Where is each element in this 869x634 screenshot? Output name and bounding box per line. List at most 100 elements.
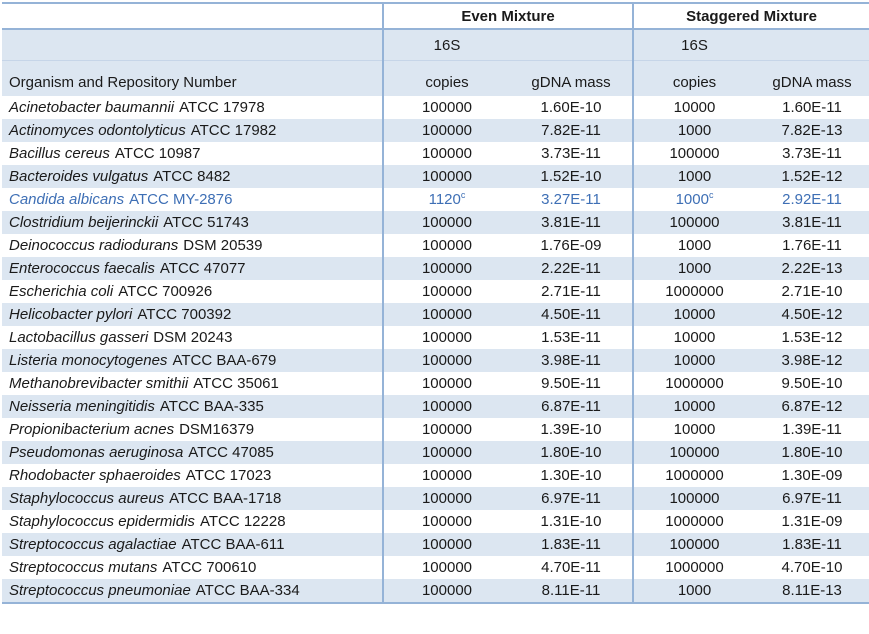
even-gdna-cell: 1.30E-10 xyxy=(540,467,602,484)
staggered-gdna-cell: 1.31E-09 xyxy=(781,513,843,530)
table-row: Escherichia coli ATCC 700926 100000 2.71E… xyxy=(2,280,869,303)
staggered-gdna-cell: 9.50E-10 xyxy=(781,375,843,392)
repository-number: ATCC 8482 xyxy=(153,168,231,185)
organism-column-header: Organism and Repository Number xyxy=(2,60,383,96)
staggered-copies-cell: 100000 xyxy=(632,142,755,165)
organism-name: Acinetobacter baumannii xyxy=(9,99,175,116)
subheader-blank xyxy=(2,29,383,61)
even-gdna-header: gDNA mass xyxy=(510,60,633,96)
repository-number: ATCC BAA-611 xyxy=(181,536,285,553)
even-gdna-cell: 1.52E-10 xyxy=(510,165,633,188)
organism-cell: Propionibacterium acnes DSM16379 xyxy=(2,418,383,441)
even-gdna-cell: 4.50E-11 xyxy=(510,303,633,326)
staggered-gdna-header: gDNA mass xyxy=(755,60,869,96)
staggered-copies-cell: 1000 xyxy=(632,119,755,142)
staggered-copies-cell: 1000000 xyxy=(632,372,755,395)
even-copies-cell: 100000 xyxy=(382,441,510,464)
staggered-gdna-cell: 1.76E-11 xyxy=(782,237,842,254)
staggered-gdna-cell: 7.82E-13 xyxy=(755,119,869,142)
table-row: Methanobrevibacter smithii ATCC 35061 100… xyxy=(2,372,869,395)
staggered-copies-cell: 10000 xyxy=(632,96,755,119)
table-row: Streptococcus mutans ATCC 700610 100000 4… xyxy=(2,556,869,579)
table-row: Acinetobacter baumannii ATCC 17978 100000… xyxy=(2,96,869,119)
table-row: Enterococcus faecalis ATCC 47077 100000 2… xyxy=(2,257,869,280)
staggered-gdna-cell: 3.73E-11 xyxy=(782,145,842,162)
organism-name: Deinococcus radiodurans xyxy=(9,237,179,254)
staggered-16s-label: 16S xyxy=(632,29,755,61)
staggered-gdna-cell: 1.52E-12 xyxy=(755,165,869,188)
table-row: Clostridium beijerinckii ATCC 51743 10000… xyxy=(2,211,869,234)
organism-header-blank xyxy=(2,3,383,30)
repository-number: ATCC 35061 xyxy=(193,375,279,392)
repository-number: ATCC 700926 xyxy=(118,283,213,300)
even-gdna-cell: 1.76E-09 xyxy=(540,237,602,254)
organism-cell: Candida albicans ATCC MY-2876 xyxy=(2,188,383,211)
organism-name: Staphylococcus aureus xyxy=(9,490,165,507)
even-gdna-cell: 2.71E-11 xyxy=(541,283,601,300)
even-gdna-cell: 6.97E-11 xyxy=(510,487,633,510)
organism-cell: Enterococcus faecalis ATCC 47077 xyxy=(2,257,383,280)
even-copies-cell: 100000 xyxy=(382,418,510,441)
organism-name: Staphylococcus epidermidis xyxy=(9,513,195,530)
organism-name: Enterococcus faecalis xyxy=(9,260,155,277)
staggered-copies-cell: 10000 xyxy=(632,349,755,372)
organism-name: Candida albicans xyxy=(9,191,125,208)
organism-cell: Streptococcus mutans ATCC 700610 xyxy=(2,556,383,579)
staggered-gdna-cell: 2.71E-10 xyxy=(781,283,843,300)
mock-community-table: Even Mixture Staggered Mixture 16S 16S O… xyxy=(2,2,869,604)
organism-cell: Streptococcus pneumoniae ATCC BAA-334 xyxy=(2,579,383,604)
staggered-copies-cell: 100000 xyxy=(632,533,755,556)
even-copies-cell: 100000 xyxy=(382,579,510,604)
organism-name: Clostridium beijerinckii xyxy=(9,214,159,231)
even-copies-cell: 100000 xyxy=(382,510,510,533)
even-copies-cell: 100000 xyxy=(382,533,510,556)
even-gdna-cell: 7.82E-11 xyxy=(510,119,633,142)
even-copies-cell: 100000 xyxy=(382,96,510,119)
organism-name: Streptococcus mutans xyxy=(9,559,158,576)
organism-name: Actinomyces odontolyticus xyxy=(9,122,186,139)
repository-number: ATCC 47085 xyxy=(188,444,274,461)
organism-name: Listeria monocytogenes xyxy=(9,352,168,369)
even-copies-cell: 100000 xyxy=(382,211,510,234)
staggered-gdna-cell: 8.11E-13 xyxy=(755,579,869,604)
repository-number: ATCC BAA-679 xyxy=(172,352,277,369)
staggered-copies-cell: 100000 xyxy=(632,441,755,464)
organism-name: Streptococcus agalactiae xyxy=(9,536,177,553)
staggered-copies-cell: 1000000 xyxy=(632,556,755,579)
even-copies-cell: 100000 xyxy=(382,326,510,349)
organism-cell: Acinetobacter baumannii ATCC 17978 xyxy=(2,96,383,119)
even-gdna-cell: 1.83E-11 xyxy=(510,533,633,556)
even-copies-cell: 100000 xyxy=(382,464,510,487)
table-row: Propionibacterium acnes DSM16379 100000 1… xyxy=(2,418,869,441)
organism-name: Propionibacterium acnes xyxy=(9,421,175,438)
even-gdna-cell: 1.60E-10 xyxy=(540,99,602,116)
repository-number: DSM 20539 xyxy=(183,237,263,254)
staggered-copies-cell: 10000 xyxy=(632,303,755,326)
repository-number: ATCC 51743 xyxy=(163,214,249,231)
organism-name: Rhodobacter sphaeroides xyxy=(9,467,181,484)
staggered-copies-header: copies xyxy=(632,60,755,96)
even-gdna-cell: 3.81E-11 xyxy=(510,211,633,234)
even-gdna-cell: 1.80E-10 xyxy=(510,441,633,464)
even-16s-label: 16S xyxy=(382,29,510,61)
subheader-blank xyxy=(510,29,633,61)
organism-cell: Clostridium beijerinckii ATCC 51743 xyxy=(2,211,383,234)
staggered-gdna-cell: 3.98E-12 xyxy=(755,349,869,372)
staggered-gdna-cell: 1.39E-11 xyxy=(782,421,842,438)
staggered-copies-cell: 10000 xyxy=(632,326,755,349)
organism-name: Pseudomonas aeruginosa xyxy=(9,444,184,461)
even-copies-cell: 100000 xyxy=(382,395,510,418)
even-copies-cell: 100000 xyxy=(382,119,510,142)
organism-name: Escherichia coli xyxy=(9,283,114,300)
table-body: Acinetobacter baumannii ATCC 17978 100000… xyxy=(2,96,869,604)
organism-cell: Listeria monocytogenes ATCC BAA-679 xyxy=(2,349,383,372)
table-row: Deinococcus radiodurans DSM 20539 100000 … xyxy=(2,234,869,257)
organism-cell: Deinococcus radiodurans DSM 20539 xyxy=(2,234,383,257)
table-row: Bacillus cereus ATCC 10987 100000 3.73E-1… xyxy=(2,142,869,165)
table-row: Candida albicans ATCC MY-2876 1120c 3.27E… xyxy=(2,188,869,211)
staggered-gdna-cell: 4.50E-12 xyxy=(755,303,869,326)
table-row: Staphylococcus epidermidis ATCC 12228 100… xyxy=(2,510,869,533)
organism-cell: Helicobacter pylori ATCC 700392 xyxy=(2,303,383,326)
table-row: Neisseria meningitidis ATCC BAA-335 10000… xyxy=(2,395,869,418)
organism-name: Neisseria meningitidis xyxy=(9,398,155,415)
